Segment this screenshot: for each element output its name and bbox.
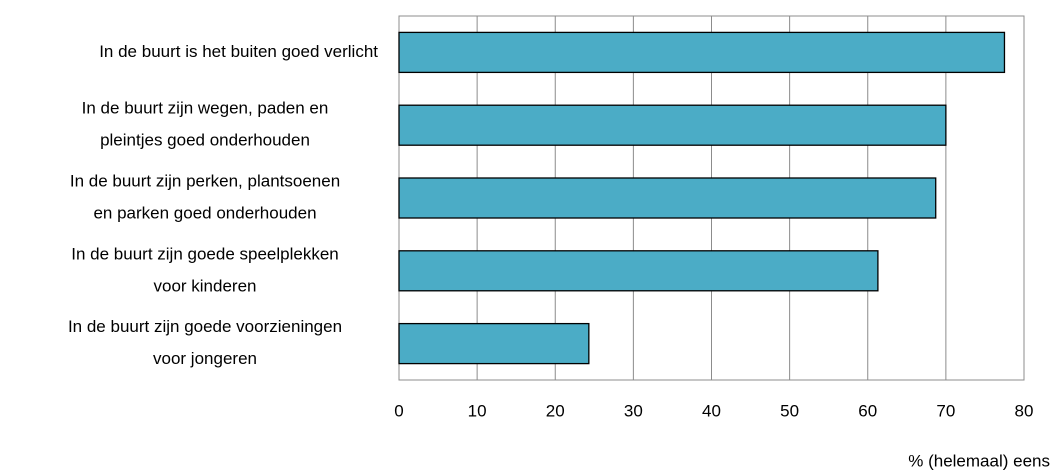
y-tick-label: In de buurt zijn goede speelplekken: [71, 244, 338, 263]
y-tick-label: en parken goed onderhouden: [93, 203, 316, 222]
x-tick-label: 80: [1015, 401, 1034, 420]
y-tick-label: pleintjes goed onderhouden: [100, 131, 310, 150]
x-tick-label: 10: [468, 401, 487, 420]
bar: [398, 31, 1006, 74]
bar: [398, 322, 590, 365]
x-tick-label: 70: [936, 401, 955, 420]
y-tick-label: In de buurt zijn wegen, paden en: [82, 99, 329, 118]
bar: [398, 177, 937, 219]
y-tick-label: In de buurt zijn perken, plantsoenen: [70, 171, 340, 190]
x-tick-label: 20: [546, 401, 565, 420]
x-tick-label: 30: [624, 401, 643, 420]
x-axis-label: % (helemaal) eens: [908, 451, 1050, 470]
y-tick-label: In de buurt zijn goede voorzieningen: [68, 317, 342, 336]
x-tick-label: 0: [394, 401, 403, 420]
y-tick-label: In de buurt is het buiten goed verlicht: [99, 42, 378, 61]
x-tick-label: 40: [702, 401, 721, 420]
bar: [398, 250, 879, 292]
y-tick-label: voor jongeren: [153, 349, 257, 368]
x-tick-label: 60: [858, 401, 877, 420]
y-tick-label: voor kinderen: [153, 276, 256, 295]
bar: [398, 104, 947, 146]
x-tick-label: 50: [780, 401, 799, 420]
